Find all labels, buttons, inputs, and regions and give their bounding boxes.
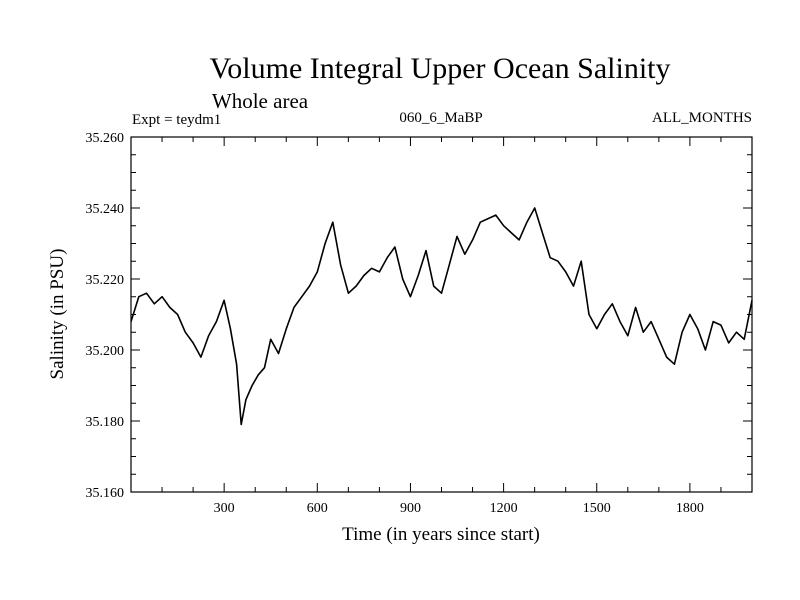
x-tick-label: 1200 (490, 501, 518, 516)
period-label: 060_6_MaBP (399, 110, 482, 126)
y-tick-label: 35.180 (86, 415, 125, 430)
x-tick-label: 300 (214, 501, 235, 516)
x-tick-label: 1500 (583, 501, 611, 516)
months-label: ALL_MONTHS (652, 110, 752, 126)
x-axis-label: Time (in years since start) (342, 524, 540, 545)
series-layer (130, 207, 753, 426)
y-tick-label: 35.160 (86, 486, 125, 501)
axis-ticks (131, 136, 752, 493)
series-line-salinity (130, 207, 753, 426)
y-axis-label: Salinity (in PSU) (47, 249, 68, 380)
x-tick-label: 1800 (676, 501, 704, 516)
y-tick-label: 35.260 (86, 131, 125, 146)
y-tick-label: 35.200 (86, 344, 125, 359)
x-tick-labels: 300 600 900 1200 1500 1800 (214, 501, 704, 516)
y-tick-labels: 35.160 35.180 35.200 35.220 35.240 35.260 (86, 131, 125, 501)
experiment-label: Expt = teydm1 (132, 112, 221, 128)
y-tick-label: 35.240 (86, 202, 125, 217)
plot-frame (130, 136, 753, 493)
y-tick-label: 35.220 (86, 273, 125, 288)
chart-subtitle: Whole area (212, 89, 309, 113)
x-tick-label: 600 (307, 501, 328, 516)
chart-title: Volume Integral Upper Ocean Salinity (210, 52, 671, 85)
x-tick-label: 900 (400, 501, 421, 516)
